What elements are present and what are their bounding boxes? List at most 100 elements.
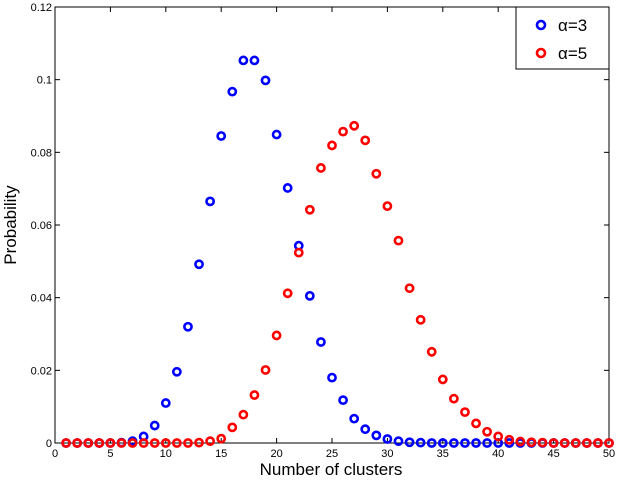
y-axis-title: Probability xyxy=(1,185,20,265)
data-point xyxy=(382,434,393,444)
data-point xyxy=(149,438,160,448)
data-point xyxy=(581,438,592,448)
y-tick-label: 0.06 xyxy=(31,220,52,232)
data-point xyxy=(515,436,526,447)
data-point xyxy=(316,337,326,347)
x-tick-label: 45 xyxy=(547,448,559,460)
x-tick-label: 25 xyxy=(326,448,338,460)
data-point xyxy=(393,436,404,447)
data-point xyxy=(160,438,171,448)
data-point xyxy=(304,204,315,215)
x-tick-label: 35 xyxy=(437,448,449,460)
series-alpha-5 xyxy=(61,120,614,448)
data-point xyxy=(471,418,481,429)
data-point xyxy=(404,437,415,448)
legend-label-alpha-5: α=5 xyxy=(558,44,587,63)
data-point xyxy=(371,168,382,179)
data-point xyxy=(271,129,282,140)
y-tick-label: 0.04 xyxy=(31,293,52,305)
data-point xyxy=(426,438,437,448)
data-point xyxy=(415,314,426,325)
data-point xyxy=(393,235,404,246)
data-point xyxy=(116,438,127,448)
x-tick-label: 15 xyxy=(215,448,227,460)
y-tick-label: 0.1 xyxy=(37,75,52,87)
x-tick-label: 30 xyxy=(381,448,393,460)
data-point xyxy=(448,393,459,404)
data-point xyxy=(460,407,470,418)
data-point xyxy=(72,438,83,448)
data-point xyxy=(338,126,348,137)
x-tick-label: 20 xyxy=(270,448,282,460)
data-point xyxy=(360,424,371,435)
data-point xyxy=(570,438,581,448)
data-point xyxy=(227,86,238,97)
x-tick-label: 10 xyxy=(160,448,172,460)
data-point xyxy=(293,247,304,258)
data-point xyxy=(216,433,227,444)
data-point xyxy=(171,366,182,377)
data-point xyxy=(504,434,515,445)
data-point xyxy=(105,438,116,448)
x-tick-label: 5 xyxy=(107,448,113,460)
data-point xyxy=(460,438,470,448)
data-point xyxy=(271,330,282,341)
legend-label-alpha-3: α=3 xyxy=(558,16,587,35)
y-tick-label: 0.08 xyxy=(31,147,52,159)
data-point xyxy=(216,131,227,141)
data-point xyxy=(338,395,348,406)
data-point xyxy=(149,420,160,431)
data-point xyxy=(282,288,293,299)
legend: α=3 α=5 xyxy=(515,6,610,70)
x-tick-label: 0 xyxy=(52,448,58,460)
x-tick-label: 50 xyxy=(603,448,615,460)
data-point xyxy=(437,374,448,385)
data-point xyxy=(559,438,570,448)
data-point xyxy=(371,430,382,441)
legend-box xyxy=(515,6,610,70)
y-tick-label: 0.02 xyxy=(31,365,52,377)
y-axis-ticks: 0 0.02 0.04 0.06 0.08 0.1 0.12 xyxy=(31,2,609,450)
data-point xyxy=(194,437,204,448)
legend-marker-alpha-3 xyxy=(535,19,547,31)
data-point xyxy=(604,438,614,448)
x-axis-ticks: 0 5 10 15 20 25 30 35 40 45 50 xyxy=(52,7,615,460)
data-point xyxy=(183,438,193,448)
data-point xyxy=(238,409,249,420)
data-point xyxy=(382,201,393,212)
data-point xyxy=(415,437,426,448)
data-point xyxy=(471,438,481,448)
data-point xyxy=(61,438,71,448)
data-point xyxy=(349,413,360,424)
series-layer xyxy=(61,55,614,448)
data-point xyxy=(249,55,260,66)
y-tick-label: 0.12 xyxy=(31,2,52,14)
data-point xyxy=(282,183,293,193)
x-axis-title: Number of clusters xyxy=(260,460,403,479)
data-point xyxy=(94,438,105,448)
data-point xyxy=(437,438,448,448)
x-tick-label: 40 xyxy=(492,448,504,460)
data-point xyxy=(482,426,493,437)
data-point xyxy=(526,437,537,448)
data-point xyxy=(238,55,249,66)
data-point xyxy=(593,438,603,448)
data-point xyxy=(194,259,204,270)
data-point xyxy=(493,431,504,442)
data-point xyxy=(205,196,216,207)
data-point xyxy=(183,321,193,332)
y-tick-label: 0 xyxy=(46,438,52,450)
data-point xyxy=(227,422,238,433)
data-point xyxy=(83,438,94,448)
data-point xyxy=(304,290,315,301)
data-point xyxy=(426,346,437,357)
data-point xyxy=(138,438,149,448)
data-point xyxy=(537,437,548,448)
data-point xyxy=(448,438,459,448)
data-point xyxy=(249,390,260,400)
data-point xyxy=(171,438,182,448)
data-point xyxy=(327,140,337,151)
data-point xyxy=(404,283,415,294)
data-point xyxy=(548,438,559,448)
